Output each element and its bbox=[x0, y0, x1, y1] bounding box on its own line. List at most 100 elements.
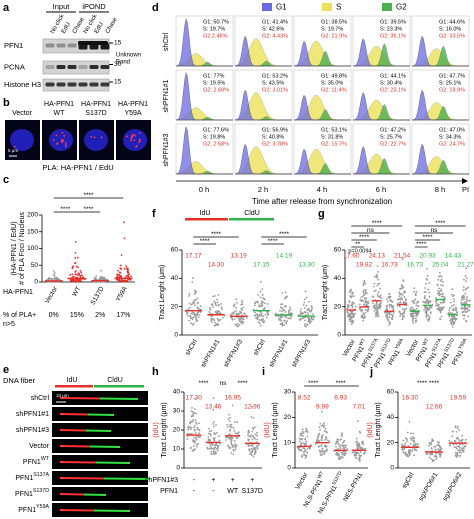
dot bbox=[359, 308, 361, 311]
dot bbox=[193, 302, 196, 304]
dot bbox=[346, 307, 348, 310]
dot bbox=[216, 431, 218, 434]
pla-dot bbox=[64, 142, 67, 144]
dot bbox=[321, 451, 323, 453]
dot bbox=[208, 311, 211, 313]
dot bbox=[217, 294, 220, 296]
pla-dot bbox=[125, 135, 128, 138]
dot bbox=[118, 271, 121, 274]
dot bbox=[190, 426, 192, 429]
dot bbox=[300, 454, 303, 457]
dot bbox=[464, 275, 467, 277]
dot bbox=[428, 456, 431, 459]
dot bbox=[288, 312, 290, 315]
dot bbox=[363, 298, 366, 300]
dot bbox=[458, 446, 461, 449]
dot bbox=[412, 317, 415, 320]
dot bbox=[463, 307, 466, 309]
dot bbox=[376, 312, 379, 315]
dot bbox=[429, 452, 432, 455]
dot bbox=[413, 454, 415, 456]
dot bbox=[439, 310, 442, 313]
dot bbox=[339, 446, 342, 449]
phase-percent: S: 35.0% bbox=[321, 80, 343, 86]
dot bbox=[423, 301, 426, 304]
category-label: NES-PFN1 bbox=[342, 471, 364, 503]
dot bbox=[130, 275, 133, 278]
dot bbox=[214, 303, 217, 305]
dot bbox=[279, 322, 282, 325]
dot bbox=[342, 447, 345, 449]
dot bbox=[315, 439, 318, 442]
nucleus bbox=[49, 129, 73, 151]
dot bbox=[467, 315, 469, 318]
phase-percent: G1: 44.6% bbox=[439, 19, 465, 25]
dot bbox=[305, 296, 308, 299]
dot bbox=[186, 311, 189, 314]
dot bbox=[221, 308, 223, 311]
histogram-g1 bbox=[411, 35, 469, 67]
dot bbox=[355, 457, 358, 460]
dot bbox=[361, 442, 364, 445]
image-label: WT bbox=[54, 110, 66, 117]
dot bbox=[400, 284, 403, 287]
value-label: 16.95 bbox=[225, 395, 242, 402]
dot bbox=[440, 315, 443, 318]
dot bbox=[431, 453, 434, 456]
dot bbox=[228, 420, 231, 423]
dot bbox=[230, 423, 233, 426]
superscript: Y59A bbox=[457, 337, 469, 351]
dot bbox=[406, 431, 409, 434]
value-label: 25.04 bbox=[432, 262, 449, 269]
significance: **** bbox=[237, 380, 248, 387]
significance: **** bbox=[60, 206, 71, 213]
dot bbox=[348, 300, 351, 302]
dot bbox=[196, 314, 198, 317]
label-text: PFN1 bbox=[15, 491, 33, 498]
dot bbox=[192, 277, 194, 280]
dot bbox=[310, 317, 313, 320]
dot bbox=[435, 304, 438, 307]
pla-dot bbox=[56, 142, 59, 145]
dot bbox=[318, 445, 321, 448]
dot bbox=[464, 307, 467, 310]
dot bbox=[193, 436, 196, 439]
scale-label: 5 μm bbox=[8, 148, 18, 153]
dot bbox=[366, 304, 368, 307]
dot bbox=[259, 310, 262, 313]
phase-percent: G2: 2.68% bbox=[203, 87, 229, 93]
dot bbox=[312, 318, 315, 321]
label-text: shCtrl bbox=[184, 338, 199, 357]
dot bbox=[344, 453, 347, 455]
dot bbox=[194, 299, 197, 302]
dot bbox=[252, 426, 254, 429]
y-tick-label: 200 bbox=[27, 212, 38, 219]
phase-percent: G2: 33.5% bbox=[439, 33, 465, 39]
dot bbox=[402, 439, 405, 442]
dot bbox=[230, 440, 232, 443]
dot bbox=[101, 276, 104, 279]
y-tick-label: 20 bbox=[173, 427, 181, 434]
dot bbox=[425, 314, 428, 317]
dot bbox=[256, 447, 259, 450]
dot bbox=[373, 304, 375, 307]
factor-level: - bbox=[193, 477, 196, 484]
dot bbox=[120, 268, 123, 271]
histogram-g1 bbox=[411, 89, 469, 121]
dot bbox=[428, 291, 431, 294]
row-label: PFN1WT bbox=[23, 456, 50, 465]
dot bbox=[378, 282, 381, 285]
dot bbox=[405, 302, 408, 304]
dot bbox=[247, 439, 250, 442]
dot bbox=[353, 454, 356, 457]
p-value: p=0.0094 bbox=[348, 248, 371, 254]
dot bbox=[428, 444, 430, 447]
dot bbox=[210, 320, 213, 322]
dot bbox=[297, 447, 300, 450]
dot bbox=[466, 310, 469, 313]
dot bbox=[391, 305, 394, 308]
dot bbox=[361, 447, 364, 449]
dot bbox=[437, 443, 440, 445]
pla-dot bbox=[52, 139, 55, 142]
dot bbox=[261, 318, 264, 321]
